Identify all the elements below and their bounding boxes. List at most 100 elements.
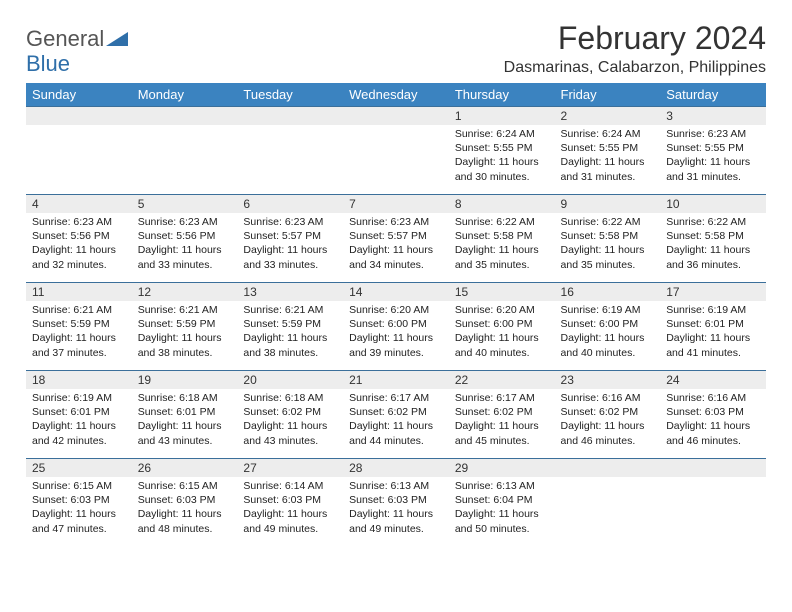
- calendar-week-row: 1Sunrise: 6:24 AMSunset: 5:55 PMDaylight…: [26, 106, 766, 194]
- day-wrap: 29Sunrise: 6:13 AMSunset: 6:04 PMDayligh…: [449, 458, 555, 546]
- sunrise-line: Sunrise: 6:22 AM: [561, 215, 655, 229]
- calendar-week-row: 25Sunrise: 6:15 AMSunset: 6:03 PMDayligh…: [26, 458, 766, 546]
- day-number: [132, 107, 238, 125]
- daylight-line: Daylight: 11 hours and 43 minutes.: [138, 419, 232, 447]
- calendar-cell: 25Sunrise: 6:15 AMSunset: 6:03 PMDayligh…: [26, 458, 132, 546]
- day-number: [26, 107, 132, 125]
- day-number: [343, 107, 449, 125]
- daylight-line: Daylight: 11 hours and 45 minutes.: [455, 419, 549, 447]
- sunset-line: Sunset: 5:58 PM: [666, 229, 760, 243]
- day-number: 6: [237, 195, 343, 213]
- daylight-line: Daylight: 11 hours and 35 minutes.: [455, 243, 549, 271]
- day-wrap: [555, 458, 661, 546]
- sunset-line: Sunset: 5:55 PM: [455, 141, 549, 155]
- day-number: 4: [26, 195, 132, 213]
- day-number: 3: [660, 107, 766, 125]
- sunrise-line: Sunrise: 6:22 AM: [455, 215, 549, 229]
- calendar-cell: 11Sunrise: 6:21 AMSunset: 5:59 PMDayligh…: [26, 282, 132, 370]
- sunset-line: Sunset: 6:03 PM: [32, 493, 126, 507]
- sunset-line: Sunset: 6:04 PM: [455, 493, 549, 507]
- day-body: Sunrise: 6:18 AMSunset: 6:01 PMDaylight:…: [132, 389, 238, 452]
- day-wrap: 20Sunrise: 6:18 AMSunset: 6:02 PMDayligh…: [237, 370, 343, 458]
- day-number: 26: [132, 459, 238, 477]
- day-wrap: 16Sunrise: 6:19 AMSunset: 6:00 PMDayligh…: [555, 282, 661, 370]
- day-number: 8: [449, 195, 555, 213]
- calendar-week-row: 18Sunrise: 6:19 AMSunset: 6:01 PMDayligh…: [26, 370, 766, 458]
- sunset-line: Sunset: 5:58 PM: [561, 229, 655, 243]
- day-body: Sunrise: 6:15 AMSunset: 6:03 PMDaylight:…: [132, 477, 238, 540]
- calendar-week-row: 4Sunrise: 6:23 AMSunset: 5:56 PMDaylight…: [26, 194, 766, 282]
- sunrise-line: Sunrise: 6:18 AM: [243, 391, 337, 405]
- day-number: 10: [660, 195, 766, 213]
- calendar-cell: 2Sunrise: 6:24 AMSunset: 5:55 PMDaylight…: [555, 106, 661, 194]
- day-number: 19: [132, 371, 238, 389]
- sunset-line: Sunset: 6:03 PM: [349, 493, 443, 507]
- day-wrap: [660, 458, 766, 546]
- sunset-line: Sunset: 6:01 PM: [666, 317, 760, 331]
- calendar-cell: 13 Sunrise: 6:21 AMSunset: 5:59 PMDayligh…: [237, 282, 343, 370]
- sunrise-line: Sunrise: 6:19 AM: [666, 303, 760, 317]
- day-number: 13: [237, 283, 343, 301]
- day-body: Sunrise: 6:22 AMSunset: 5:58 PMDaylight:…: [660, 213, 766, 276]
- calendar-cell: 7Sunrise: 6:23 AMSunset: 5:57 PMDaylight…: [343, 194, 449, 282]
- calendar-week-row: 11Sunrise: 6:21 AMSunset: 5:59 PMDayligh…: [26, 282, 766, 370]
- sunrise-line: Sunrise: 6:16 AM: [561, 391, 655, 405]
- day-body: Sunrise: 6:20 AMSunset: 6:00 PMDaylight:…: [343, 301, 449, 364]
- daylight-line: Daylight: 11 hours and 49 minutes.: [349, 507, 443, 535]
- day-wrap: 22Sunrise: 6:17 AMSunset: 6:02 PMDayligh…: [449, 370, 555, 458]
- daylight-line: Daylight: 11 hours and 31 minutes.: [666, 155, 760, 183]
- daylight-line: Daylight: 11 hours and 46 minutes.: [666, 419, 760, 447]
- day-body: Sunrise: 6:13 AMSunset: 6:04 PMDaylight:…: [449, 477, 555, 540]
- day-body: Sunrise: 6:23 AMSunset: 5:57 PMDaylight:…: [237, 213, 343, 276]
- day-body: Sunrise: 6:24 AMSunset: 5:55 PMDaylight:…: [449, 125, 555, 188]
- day-number: 15: [449, 283, 555, 301]
- day-wrap: 25Sunrise: 6:15 AMSunset: 6:03 PMDayligh…: [26, 458, 132, 546]
- calendar-cell: 9Sunrise: 6:22 AMSunset: 5:58 PMDaylight…: [555, 194, 661, 282]
- sunset-line: Sunset: 5:59 PM: [243, 317, 337, 331]
- day-number: 22: [449, 371, 555, 389]
- sunrise-line: Sunrise: 6:21 AM: [243, 303, 337, 317]
- sunset-line: Sunset: 6:00 PM: [561, 317, 655, 331]
- day-header: Monday: [132, 83, 238, 106]
- calendar-cell: 1Sunrise: 6:24 AMSunset: 5:55 PMDaylight…: [449, 106, 555, 194]
- day-number: 20: [237, 371, 343, 389]
- sunrise-line: Sunrise: 6:23 AM: [243, 215, 337, 229]
- daylight-line: Daylight: 11 hours and 32 minutes.: [32, 243, 126, 271]
- daylight-line: Daylight: 11 hours and 37 minutes.: [32, 331, 126, 359]
- day-body: Sunrise: 6:22 AMSunset: 5:58 PMDaylight:…: [555, 213, 661, 276]
- daylight-line: Daylight: 11 hours and 44 minutes.: [349, 419, 443, 447]
- calendar-thead: SundayMondayTuesdayWednesdayThursdayFrid…: [26, 83, 766, 106]
- sunset-line: Sunset: 5:58 PM: [455, 229, 549, 243]
- sunset-line: Sunset: 5:56 PM: [138, 229, 232, 243]
- day-body: Sunrise: 6:24 AMSunset: 5:55 PMDaylight:…: [555, 125, 661, 188]
- day-header: Sunday: [26, 83, 132, 106]
- sunset-line: Sunset: 6:02 PM: [455, 405, 549, 419]
- day-wrap: 11Sunrise: 6:21 AMSunset: 5:59 PMDayligh…: [26, 282, 132, 370]
- day-body: Sunrise: 6:19 AMSunset: 6:00 PMDaylight:…: [555, 301, 661, 364]
- sunrise-line: Sunrise: 6:24 AM: [561, 127, 655, 141]
- daylight-line: Daylight: 11 hours and 38 minutes.: [243, 331, 337, 359]
- day-wrap: [343, 106, 449, 194]
- daylight-line: Daylight: 11 hours and 36 minutes.: [666, 243, 760, 271]
- day-wrap: [237, 106, 343, 194]
- sunrise-line: Sunrise: 6:18 AM: [138, 391, 232, 405]
- calendar-cell: 3Sunrise: 6:23 AMSunset: 5:55 PMDaylight…: [660, 106, 766, 194]
- calendar-table: SundayMondayTuesdayWednesdayThursdayFrid…: [26, 83, 766, 546]
- day-wrap: 18Sunrise: 6:19 AMSunset: 6:01 PMDayligh…: [26, 370, 132, 458]
- day-body: Sunrise: 6:23 AMSunset: 5:56 PMDaylight:…: [26, 213, 132, 276]
- day-wrap: 15Sunrise: 6:20 AMSunset: 6:00 PMDayligh…: [449, 282, 555, 370]
- day-wrap: 24Sunrise: 6:16 AMSunset: 6:03 PMDayligh…: [660, 370, 766, 458]
- calendar-cell: 21Sunrise: 6:17 AMSunset: 6:02 PMDayligh…: [343, 370, 449, 458]
- daylight-line: Daylight: 11 hours and 46 minutes.: [561, 419, 655, 447]
- sunrise-line: Sunrise: 6:22 AM: [666, 215, 760, 229]
- daylight-line: Daylight: 11 hours and 41 minutes.: [666, 331, 760, 359]
- day-number: 27: [237, 459, 343, 477]
- day-body: Sunrise: 6:16 AMSunset: 6:03 PMDaylight:…: [660, 389, 766, 452]
- calendar-cell: 15Sunrise: 6:20 AMSunset: 6:00 PMDayligh…: [449, 282, 555, 370]
- daylight-line: Daylight: 11 hours and 40 minutes.: [561, 331, 655, 359]
- day-header: Thursday: [449, 83, 555, 106]
- sunrise-line: Sunrise: 6:14 AM: [243, 479, 337, 493]
- sunrise-line: Sunrise: 6:21 AM: [138, 303, 232, 317]
- day-wrap: 6Sunrise: 6:23 AMSunset: 5:57 PMDaylight…: [237, 194, 343, 282]
- sunset-line: Sunset: 6:03 PM: [666, 405, 760, 419]
